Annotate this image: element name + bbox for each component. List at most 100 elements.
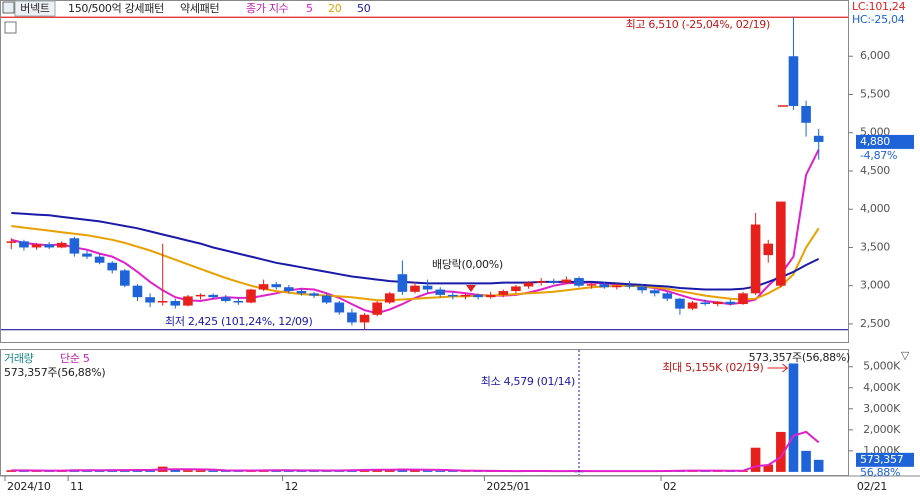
volume-bar: [170, 470, 181, 472]
dividend-annotation: 배당락(0,00%): [432, 258, 503, 271]
candle-body: [271, 284, 282, 288]
volume-bar: [750, 447, 761, 472]
volume-bar: [801, 450, 811, 472]
volume-bar: [183, 470, 193, 472]
candle-body: [675, 298, 685, 309]
volume-bar: [208, 470, 218, 472]
x-tick-label: 11: [70, 480, 83, 493]
y-tick-label: 2,500: [860, 317, 890, 330]
candle-body: [561, 279, 572, 283]
candle-body: [44, 244, 54, 248]
candle-body: [347, 312, 357, 323]
low-annotation: 최저 2,425 (101,24%, 12/09): [165, 315, 312, 328]
candle-body: [801, 105, 811, 123]
last-volume: 573,357: [860, 453, 904, 466]
candle-body: [460, 294, 471, 297]
volume-title: 거래량: [4, 352, 34, 365]
grid-icon[interactable]: [4, 21, 17, 34]
candle-body: [788, 56, 799, 106]
y-tick-label: 3,500: [860, 240, 890, 253]
candle-body: [69, 238, 80, 254]
candle-body: [321, 295, 332, 303]
last-date: 02/21: [857, 480, 887, 493]
x-tick-label: 2025/01: [486, 480, 530, 493]
candle-body: [662, 293, 673, 299]
menu-icon[interactable]: [2, 1, 15, 14]
candle-body: [586, 284, 597, 286]
candle-body: [296, 291, 307, 294]
stock-button[interactable]: [14, 0, 56, 17]
candle-body: [637, 286, 647, 291]
volume-last-left: 573,357주(56,88%): [4, 366, 105, 379]
price-panel: [0, 0, 849, 343]
moving-average: [11, 225, 820, 302]
legend-entry: 50: [357, 2, 371, 15]
legend-title: 종가 지수: [246, 2, 289, 15]
volume-bar: [422, 470, 433, 472]
volume-bar: [763, 464, 774, 472]
candle-body: [107, 262, 118, 271]
volume-ma-name: 단순 5: [60, 352, 90, 365]
y-tick-label: 5,000K: [863, 360, 901, 373]
candle-body: [397, 274, 408, 292]
candle-body: [359, 314, 370, 323]
candle-body: [738, 293, 748, 305]
candle-body: [120, 270, 130, 286]
candle-body: [498, 291, 509, 295]
candle-body: [208, 294, 218, 298]
x-tick-label: 02: [663, 480, 676, 493]
candle-body: [372, 302, 382, 315]
volume-bar: [448, 471, 458, 472]
candle-body: [435, 289, 446, 295]
candle-body: [284, 287, 294, 292]
candle-body: [132, 285, 143, 298]
last-volume-box: [856, 452, 914, 467]
y-tick-label: 6,000: [860, 49, 890, 62]
y-tick-label: 5,500: [860, 87, 890, 100]
candle-body: [448, 294, 458, 297]
collapse-icon[interactable]: ▽: [901, 349, 910, 362]
candle-body: [309, 293, 319, 296]
hc-label: HC:-25,04: [852, 13, 905, 26]
volume-last-right: 573,357주(56,88%): [749, 351, 850, 364]
candle-body: [157, 300, 168, 303]
candle-body: [422, 285, 433, 290]
y-tick-label: 3,000: [860, 279, 890, 292]
candle-body: [725, 301, 736, 305]
volume-bar: [410, 470, 420, 472]
candle-body: [548, 281, 559, 283]
candle-body: [813, 135, 824, 142]
candle-body: [750, 224, 761, 294]
candle-body: [410, 285, 420, 292]
lc-label: LC:101,24: [852, 0, 906, 13]
x-tick-label: 12: [285, 480, 298, 493]
y-tick-label: 4,500: [860, 164, 890, 177]
candle-body: [6, 241, 17, 243]
volume-bar: [788, 363, 799, 472]
candle-body: [624, 285, 635, 287]
candle-body: [700, 302, 710, 305]
candle-body: [334, 302, 345, 313]
candle-body: [473, 294, 483, 298]
pattern-strong: 150/500억 강세패턴: [68, 2, 164, 15]
y-tick-label: 4,000K: [863, 381, 901, 394]
volume-bar: [372, 469, 382, 472]
candle-body: [612, 285, 622, 288]
candle-body: [485, 294, 496, 298]
candle-body: [258, 284, 269, 290]
volume-average: [11, 430, 820, 473]
max-annotation: 최대 5,155K (02/19): [662, 361, 763, 374]
candle-body: [233, 300, 244, 303]
candle-body: [649, 290, 660, 294]
candle-body: [220, 297, 231, 301]
dividend-marker: [466, 285, 476, 292]
candle-body: [776, 201, 786, 286]
max-arrow: [767, 363, 789, 373]
last-price: 4,880: [860, 135, 890, 148]
volume-bar: [574, 471, 584, 473]
candle-body: [712, 301, 723, 305]
candle-body: [523, 282, 534, 287]
candle-body: [56, 242, 67, 248]
y-tick-label: 3,000K: [863, 402, 901, 415]
